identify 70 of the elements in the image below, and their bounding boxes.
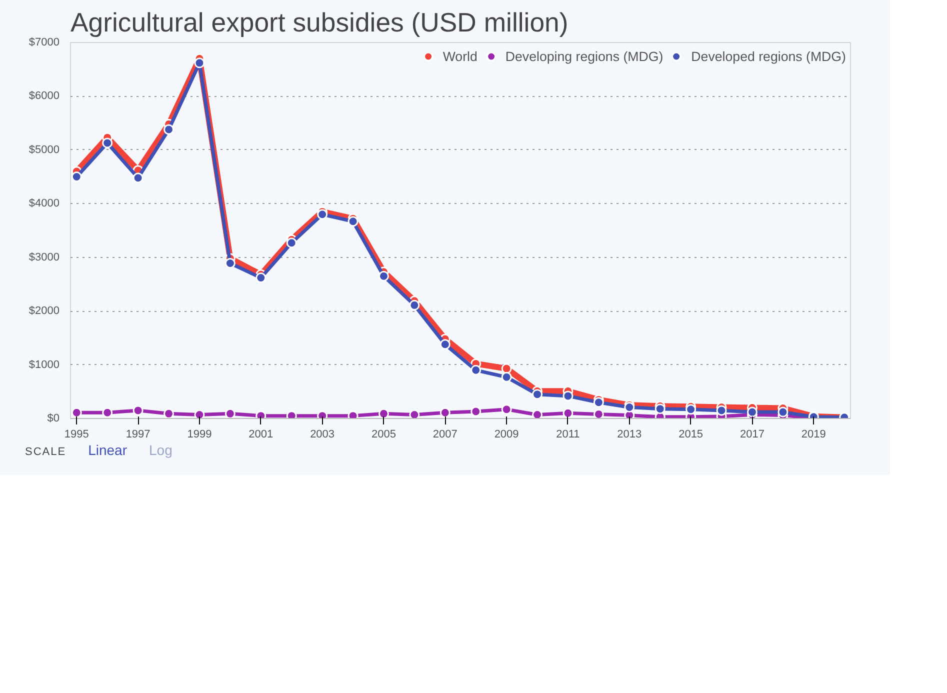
point xyxy=(102,138,113,148)
point xyxy=(194,58,205,68)
point xyxy=(71,407,82,418)
point xyxy=(348,216,358,227)
point xyxy=(470,364,482,376)
point xyxy=(132,172,144,184)
y-tick-label: $1000 xyxy=(28,358,60,371)
point xyxy=(778,406,788,418)
point xyxy=(470,406,482,417)
legend-label: Developing regions (MDG) xyxy=(505,48,664,64)
x-tick-label: 1995 xyxy=(64,428,89,440)
chart-title: Agricultural export subsidies (USD million) xyxy=(70,8,568,38)
point xyxy=(593,397,604,408)
point xyxy=(562,390,574,402)
y-tick-label: $6000 xyxy=(28,90,60,102)
x-tick-label: 2009 xyxy=(494,428,519,440)
point xyxy=(593,408,604,418)
y-tick-label: $0 xyxy=(47,412,60,424)
point xyxy=(317,410,328,418)
point xyxy=(132,405,144,416)
text: SCALE xyxy=(25,446,66,458)
point xyxy=(686,404,696,415)
x-tick-label: 1999 xyxy=(187,428,212,440)
text: Log xyxy=(149,442,172,458)
point xyxy=(317,209,328,220)
x-tick-label: 2007 xyxy=(432,428,458,440)
x-tick-label: 2005 xyxy=(371,428,396,440)
point xyxy=(71,172,82,182)
point xyxy=(654,404,666,414)
point xyxy=(286,410,297,418)
point xyxy=(378,270,389,282)
point xyxy=(409,410,420,418)
point xyxy=(378,408,389,418)
point xyxy=(194,410,205,418)
legend-label: World xyxy=(442,48,478,64)
point xyxy=(501,363,512,374)
x-tick-label: 2015 xyxy=(678,428,704,440)
point xyxy=(102,407,113,418)
point xyxy=(501,372,512,382)
text: Linear xyxy=(88,442,127,458)
x-tick-label: 2013 xyxy=(617,428,642,440)
legend-label: Developed regions (MDG) xyxy=(691,48,846,64)
x-tick-label: 1997 xyxy=(126,428,150,440)
x-tick-label: 2019 xyxy=(801,428,826,440)
point xyxy=(224,258,236,269)
point xyxy=(716,405,727,416)
point xyxy=(562,408,574,418)
x-tick-label: 2003 xyxy=(310,428,335,440)
point xyxy=(532,410,543,418)
y-tick-label: $3000 xyxy=(28,251,60,264)
point xyxy=(256,410,266,418)
x-tick-label: 2017 xyxy=(740,428,764,440)
point xyxy=(286,238,297,248)
point xyxy=(501,404,512,415)
point xyxy=(746,406,758,418)
y-tick-label: $2000 xyxy=(28,305,60,318)
y-tick-label: $7000 xyxy=(28,36,60,48)
point xyxy=(409,300,420,310)
y-tick-label: $4000 xyxy=(28,198,60,210)
x-tick-label: 2011 xyxy=(556,428,580,440)
point xyxy=(440,339,450,350)
point xyxy=(256,272,266,284)
x-tick-label: 2001 xyxy=(248,428,274,440)
point xyxy=(224,408,236,418)
y-tick-label: $5000 xyxy=(28,144,60,156)
point xyxy=(348,410,358,418)
point xyxy=(532,389,543,400)
point xyxy=(164,124,174,135)
point xyxy=(164,408,174,418)
point xyxy=(440,407,450,418)
